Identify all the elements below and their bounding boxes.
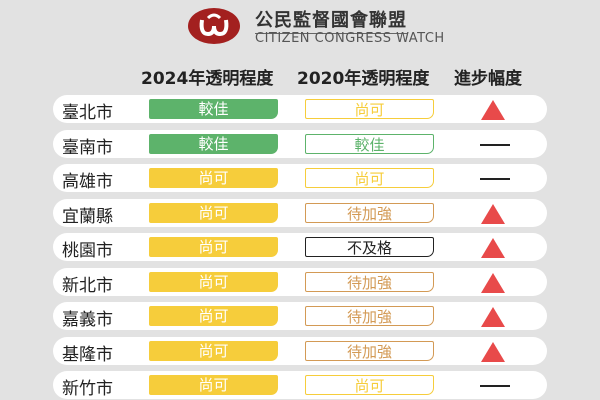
- rating-2020: 待加強: [305, 340, 434, 361]
- change-indicator: [480, 272, 506, 293]
- city-name: 臺北市: [62, 103, 113, 123]
- col-header-change: 進步幅度: [454, 69, 522, 89]
- city-name: 基隆市: [62, 344, 113, 365]
- rating-2020: 待加強: [305, 202, 434, 223]
- table-row: 嘉義市 尚可 待加強: [53, 302, 547, 330]
- table-row: 臺南市 較佳 較佳: [53, 129, 547, 158]
- change-indicator: [480, 376, 510, 396]
- rating-2024: 尚可: [149, 168, 278, 188]
- no-change-dash-icon: [480, 143, 510, 146]
- up-triangle-icon: [481, 341, 505, 362]
- org-name-en: CITIZEN CONGRESS WATCH: [255, 31, 445, 46]
- rating-2024: 尚可: [149, 237, 278, 257]
- rating-2020: 不及格: [305, 237, 434, 257]
- rating-2020: 尚可: [305, 375, 434, 395]
- table-row: 宜蘭縣 尚可 待加強: [53, 198, 547, 227]
- change-indicator: [480, 100, 506, 120]
- rating-2020: 待加強: [305, 306, 434, 326]
- change-indicator: [480, 169, 510, 189]
- rating-2020: 較佳: [305, 133, 434, 154]
- rating-2024: 尚可: [149, 340, 278, 361]
- org-name-zh: 公民監督國會聯盟: [255, 6, 407, 34]
- change-indicator: [480, 135, 510, 155]
- city-name: 新竹市: [62, 379, 113, 399]
- city-name: 桃園市: [62, 241, 113, 261]
- col-header-2020: 2020年透明程度: [297, 69, 430, 89]
- city-name: 新北市: [62, 275, 113, 296]
- rating-2024: 尚可: [149, 271, 278, 292]
- rating-2024: 尚可: [149, 306, 278, 326]
- table-row: 桃園市 尚可 不及格: [53, 233, 547, 261]
- table-row: 基隆市 尚可 待加強: [53, 336, 547, 365]
- up-triangle-icon: [481, 307, 505, 327]
- city-name: 嘉義市: [62, 310, 113, 330]
- table-row: 高雄市 尚可 尚可: [53, 164, 547, 192]
- change-indicator: [480, 203, 506, 224]
- rating-2020: 尚可: [305, 99, 434, 119]
- table-row: 新竹市 尚可 尚可: [53, 371, 547, 399]
- change-indicator: [480, 341, 506, 362]
- table-row: 新北市 尚可 待加強: [53, 267, 547, 296]
- rating-2024: 較佳: [149, 99, 278, 119]
- up-triangle-icon: [481, 272, 505, 293]
- change-indicator: [480, 238, 506, 258]
- logo: [188, 8, 240, 44]
- change-indicator: [480, 307, 506, 327]
- up-triangle-icon: [481, 203, 505, 224]
- rating-2024: 較佳: [149, 133, 278, 154]
- table-row: 臺北市 較佳 尚可: [53, 95, 547, 123]
- rating-2020: 尚可: [305, 168, 434, 188]
- col-header-2024: 2024年透明程度: [141, 69, 274, 89]
- city-name: 高雄市: [62, 172, 113, 192]
- no-change-dash-icon: [480, 385, 510, 387]
- city-name: 臺南市: [62, 137, 113, 158]
- up-triangle-icon: [481, 100, 505, 120]
- up-triangle-icon: [481, 238, 505, 258]
- no-change-dash-icon: [480, 178, 510, 180]
- rating-2024: 尚可: [149, 202, 278, 223]
- rating-2020: 待加強: [305, 271, 434, 292]
- rating-2024: 尚可: [149, 375, 278, 395]
- city-name: 宜蘭縣: [62, 206, 113, 227]
